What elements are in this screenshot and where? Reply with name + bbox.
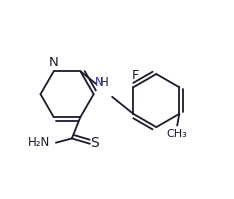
Text: F: F	[131, 69, 139, 82]
Text: CH₃: CH₃	[167, 129, 188, 139]
Text: H: H	[100, 76, 109, 89]
Text: H₂N: H₂N	[28, 136, 51, 149]
Text: N: N	[49, 57, 59, 69]
Text: N: N	[95, 76, 104, 89]
Text: S: S	[90, 136, 99, 150]
